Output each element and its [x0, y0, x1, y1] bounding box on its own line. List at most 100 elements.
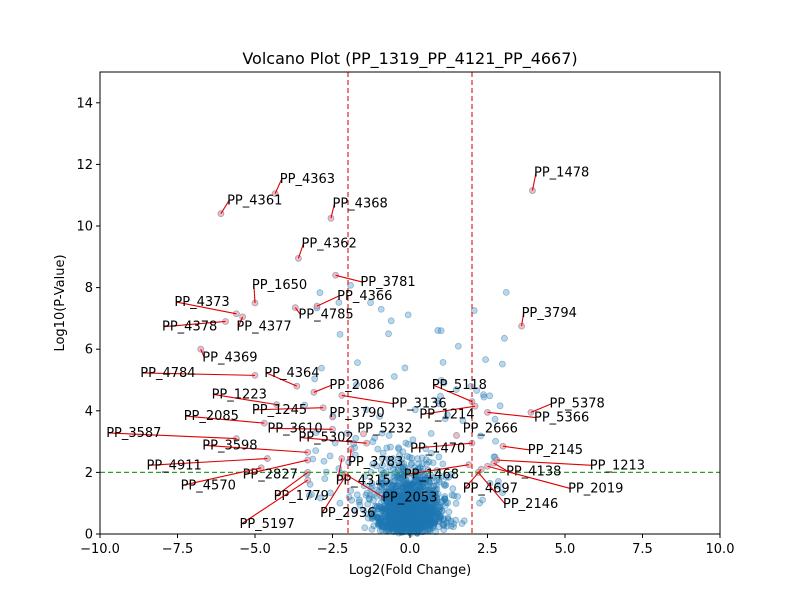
data-point: [419, 483, 427, 490]
data-point: [394, 513, 402, 521]
data-point: [435, 400, 443, 407]
data-point: [409, 498, 417, 506]
data-point: [395, 512, 403, 520]
data-point: [414, 503, 422, 511]
data-point: [391, 488, 398, 496]
data-point: [425, 515, 433, 523]
gene-label-pp_4373: PP_4373: [174, 295, 229, 310]
data-point: [399, 523, 407, 531]
data-point: [426, 518, 434, 526]
gene-label-pp_2936: PP_2936: [320, 506, 375, 521]
data-point: [402, 499, 410, 507]
data-point: [397, 474, 405, 482]
data-point: [380, 483, 388, 491]
data-point: [438, 507, 446, 515]
data-point: [443, 519, 451, 526]
data-point: [433, 498, 441, 506]
data-point: [419, 491, 426, 499]
data-point: [411, 507, 419, 515]
data-point: [399, 506, 407, 513]
data-point: [410, 505, 417, 512]
data-point: [429, 503, 437, 511]
data-point: [389, 524, 397, 532]
data-point: [403, 508, 411, 515]
data-point: [392, 508, 400, 516]
data-point: [408, 512, 416, 520]
data-point: [373, 462, 380, 470]
data-point: [400, 504, 408, 512]
data-point: [428, 487, 436, 495]
annotation-line-pp_1223: [213, 393, 277, 406]
data-point: [399, 522, 407, 530]
data-point: [393, 499, 401, 507]
data-point: [423, 460, 431, 468]
data-point: [409, 520, 417, 528]
data-point: [410, 508, 417, 516]
data-point: [400, 493, 408, 500]
data-point: [311, 375, 319, 383]
data-point: [406, 519, 413, 527]
data-point: [399, 520, 407, 527]
data-point: [417, 477, 424, 485]
data-point: [411, 520, 419, 528]
data-point: [412, 502, 419, 510]
data-point: [411, 508, 419, 515]
data-point: [427, 519, 435, 527]
data-point: [399, 525, 407, 532]
data-point: [435, 512, 442, 520]
data-point: [408, 505, 416, 513]
data-point: [422, 499, 430, 507]
data-point: [388, 495, 395, 503]
data-point: [420, 498, 428, 506]
data-point: [437, 473, 445, 480]
data-point: [393, 514, 401, 522]
data-point: [401, 479, 409, 486]
gene-label-pp_3610: PP_3610: [267, 421, 322, 436]
annotation-line-pp_5378: [530, 403, 552, 413]
x-tick-label: −5.0: [239, 542, 271, 557]
data-point: [406, 516, 414, 524]
data-point: [379, 507, 387, 515]
data-point: [425, 522, 433, 530]
data-point: [399, 523, 407, 531]
data-point: [347, 281, 354, 289]
data-point: [371, 434, 379, 442]
data-point: [395, 486, 403, 494]
data-point: [396, 503, 404, 511]
data-point: [429, 459, 437, 467]
data-point: [411, 514, 419, 522]
data-point: [405, 513, 413, 521]
data-point: [362, 491, 370, 499]
data-point: [401, 517, 408, 525]
data-point: [403, 505, 410, 513]
data-point: [419, 515, 427, 523]
data-point: [494, 482, 502, 489]
labeled-points: [197, 187, 536, 484]
data-point: [384, 507, 391, 515]
gene-label-pp_5302: PP_5302: [298, 431, 353, 446]
data-point: [385, 486, 392, 494]
data-point: [380, 503, 388, 511]
data-point: [384, 497, 392, 504]
data-point: [425, 477, 432, 484]
data-point: [394, 503, 402, 511]
data-point: [429, 502, 437, 510]
data-point: [376, 413, 383, 420]
data-point: [389, 465, 397, 473]
data-point: [413, 492, 420, 500]
data-point: [397, 480, 404, 488]
data-point: [406, 523, 414, 531]
data-point: [426, 513, 433, 521]
data-point: [408, 505, 416, 513]
data-point: [431, 517, 438, 525]
data-point: [403, 521, 411, 528]
annotation-line-pp_4138: [493, 462, 509, 472]
data-point: [435, 453, 443, 461]
data-point: [402, 501, 410, 509]
data-point: [402, 516, 410, 524]
data-point: [421, 517, 429, 525]
background-points: [301, 281, 510, 537]
data-point: [405, 517, 413, 525]
data-point: [414, 514, 422, 522]
data-point: [395, 522, 403, 530]
